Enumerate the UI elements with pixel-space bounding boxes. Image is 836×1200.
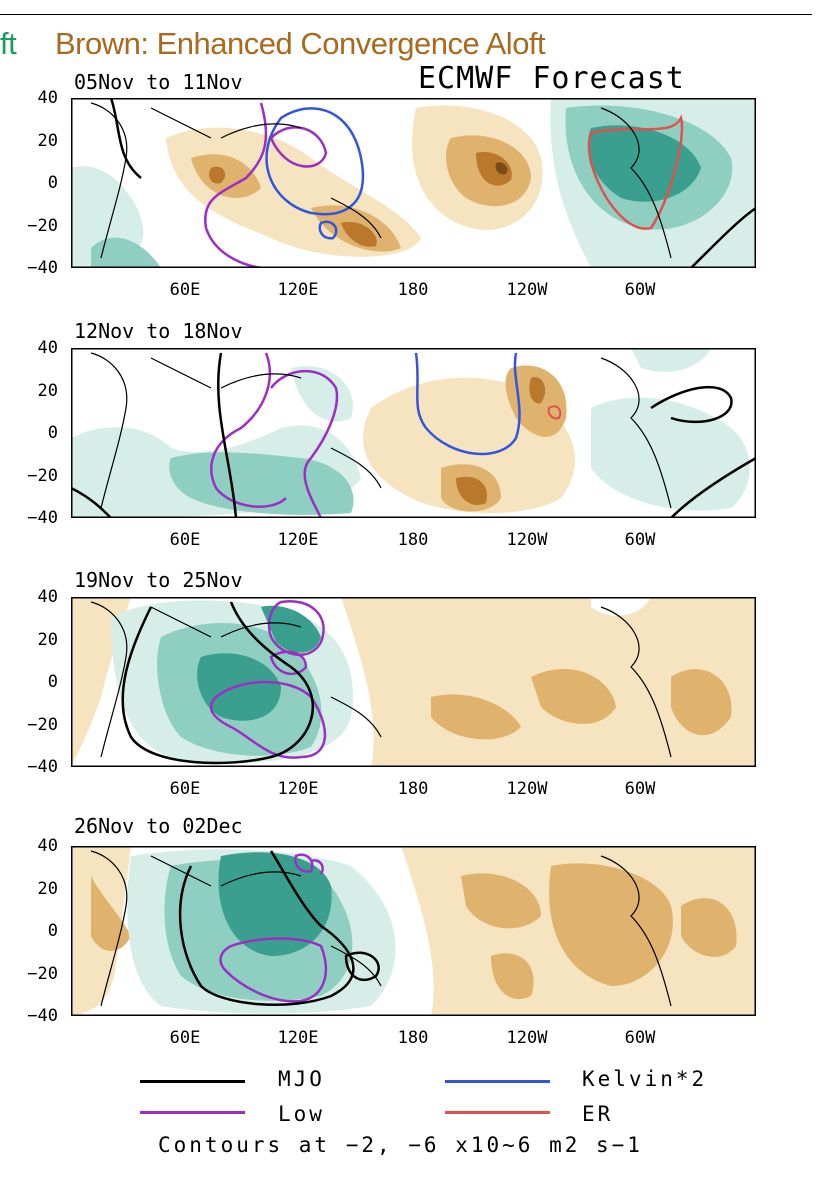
- x-tick-60W: 60W: [624, 530, 656, 550]
- header-title: Brown: Enhanced Convergence Aloft: [55, 26, 546, 61]
- legend-mjo-line: [140, 1080, 245, 1083]
- y-tick-40: 40: [37, 836, 58, 856]
- x-tick-120E: 120E: [277, 1028, 319, 1048]
- x-tick-60E: 60E: [169, 779, 201, 799]
- contours-note: Contours at −2, −6 x10~6 m2 s−1: [158, 1133, 643, 1157]
- panel-title-4: 26Nov to 02Dec: [74, 814, 243, 838]
- y-tick-40: 40: [37, 338, 58, 358]
- y-tick-0: 0: [47, 423, 58, 443]
- legend-er-line: [445, 1111, 550, 1114]
- x-tick-120E: 120E: [277, 530, 319, 550]
- legend-kelvin-label: Kelvin*2: [582, 1067, 708, 1091]
- y-tick-20: 20: [37, 879, 58, 899]
- y-tick-40: 40: [37, 88, 58, 108]
- panel-title-2: 12Nov to 18Nov: [74, 319, 243, 343]
- y-tick-minus40: −40: [27, 508, 58, 528]
- legend-kelvin-line: [445, 1080, 550, 1083]
- y-tick-0: 0: [47, 173, 58, 193]
- legend-low-line: [140, 1111, 245, 1114]
- x-tick-60W: 60W: [624, 1028, 656, 1048]
- x-tick-60E: 60E: [169, 1028, 201, 1048]
- y-tick-0: 0: [47, 921, 58, 941]
- x-tick-120W: 120W: [506, 779, 548, 799]
- y-tick-minus20: −20: [27, 466, 58, 486]
- panel-title-3: 19Nov to 25Nov: [74, 568, 243, 592]
- model-title: ECMWF Forecast: [418, 61, 685, 96]
- x-tick-120E: 120E: [277, 280, 319, 300]
- x-tick-120W: 120W: [506, 280, 548, 300]
- x-tick-180: 180: [397, 530, 429, 550]
- y-tick-minus40: −40: [27, 757, 58, 777]
- y-tick-20: 20: [37, 630, 58, 650]
- x-tick-60E: 60E: [169, 280, 201, 300]
- y-tick-minus40: −40: [27, 1006, 58, 1026]
- x-tick-180: 180: [397, 1028, 429, 1048]
- y-tick-minus20: −20: [27, 715, 58, 735]
- y-tick-0: 0: [47, 672, 58, 692]
- x-tick-60W: 60W: [624, 280, 656, 300]
- y-tick-minus40: −40: [27, 258, 58, 278]
- map-panel-3: [71, 597, 756, 767]
- map-panel-2: [71, 348, 756, 518]
- map-panel-4: [71, 846, 756, 1016]
- y-tick-minus20: −20: [27, 216, 58, 236]
- map-panel-1: [71, 98, 756, 268]
- x-tick-60E: 60E: [169, 530, 201, 550]
- legend-mjo-label: MJO: [278, 1067, 325, 1091]
- y-tick-minus20: −20: [27, 964, 58, 984]
- x-tick-120W: 120W: [506, 1028, 548, 1048]
- x-tick-180: 180: [397, 280, 429, 300]
- x-tick-180: 180: [397, 779, 429, 799]
- legend-low-label: Low: [278, 1102, 325, 1126]
- x-tick-120W: 120W: [506, 530, 548, 550]
- top-divider: [0, 0, 812, 15]
- header-left-fragment: ft: [0, 26, 17, 61]
- x-tick-60W: 60W: [624, 779, 656, 799]
- y-tick-20: 20: [37, 381, 58, 401]
- y-tick-40: 40: [37, 587, 58, 607]
- y-tick-20: 20: [37, 131, 58, 151]
- x-tick-120E: 120E: [277, 779, 319, 799]
- panel-title-1: 05Nov to 11Nov: [74, 70, 243, 94]
- legend-er-label: ER: [582, 1102, 614, 1126]
